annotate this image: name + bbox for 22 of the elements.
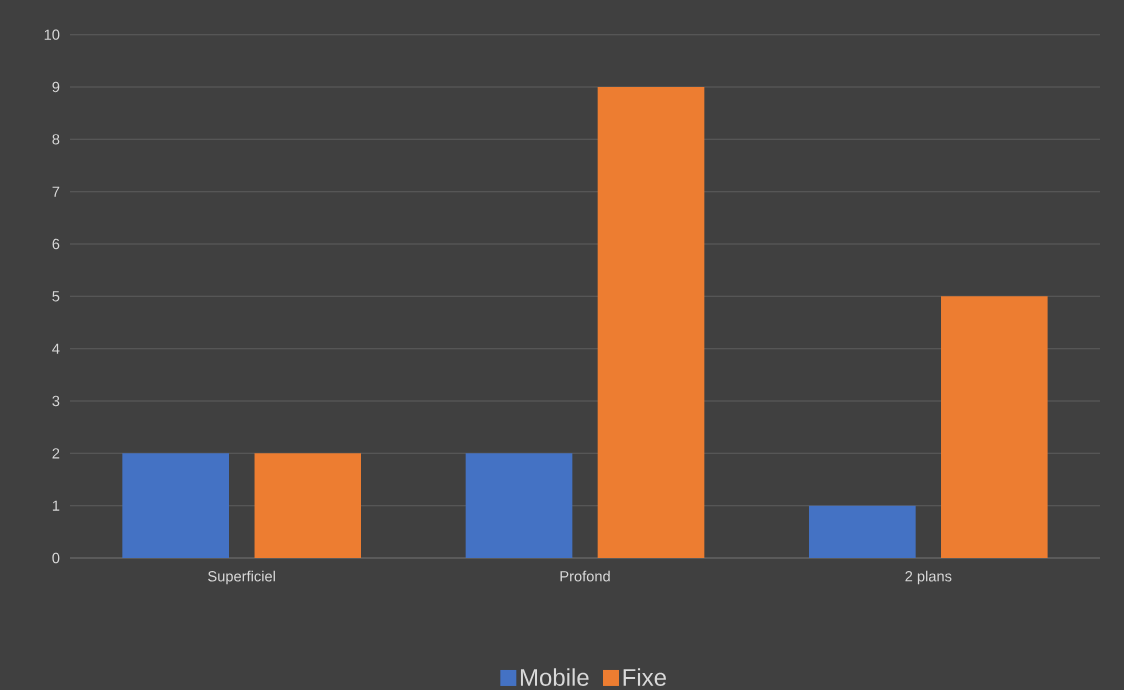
y-tick-label: 10 [44, 29, 60, 40]
bar [122, 453, 229, 558]
x-tick-label: 2 plans [905, 570, 952, 585]
x-tick-label: Profond [560, 570, 610, 582]
y-tick-label: 4 [52, 343, 60, 354]
legend-label: Fixe [623, 668, 666, 686]
bar [941, 296, 1048, 558]
legend-label: Mobile [520, 668, 589, 686]
y-tick-label: 7 [52, 186, 60, 197]
x-tick-label: Superficiel [208, 570, 275, 585]
y-tick-label: 1 [52, 500, 60, 511]
bar [809, 505, 916, 558]
y-tick-label: 2 [52, 448, 60, 459]
y-tick-label: 8 [52, 134, 60, 145]
y-tick-label: 9 [52, 81, 60, 93]
y-tick-label: 0 [52, 552, 60, 564]
bar [465, 453, 573, 558]
bar [597, 87, 705, 558]
bar [254, 453, 362, 558]
y-tick-label: 6 [52, 238, 60, 250]
y-tick-label: 3 [52, 395, 60, 407]
y-tick-label: 5 [52, 291, 60, 302]
